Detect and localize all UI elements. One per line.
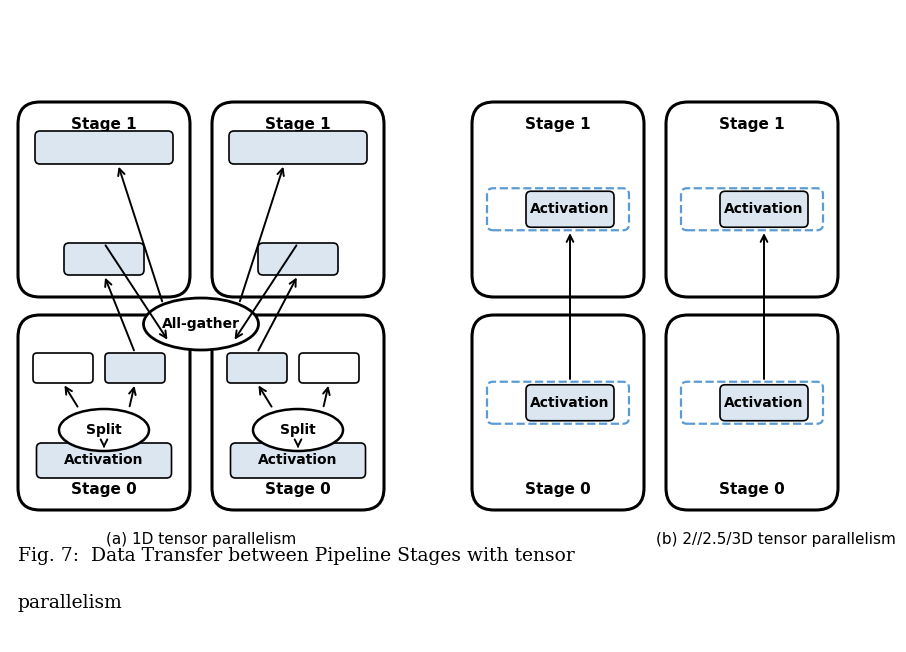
Text: Stage 1: Stage 1 <box>265 117 331 132</box>
Ellipse shape <box>253 409 343 451</box>
FancyBboxPatch shape <box>227 353 287 383</box>
FancyBboxPatch shape <box>212 315 384 510</box>
Text: Split: Split <box>86 423 122 437</box>
FancyBboxPatch shape <box>64 243 144 275</box>
Text: Stage 1: Stage 1 <box>719 117 785 132</box>
FancyBboxPatch shape <box>35 131 173 164</box>
Text: Split: Split <box>280 423 316 437</box>
FancyBboxPatch shape <box>666 102 838 297</box>
FancyBboxPatch shape <box>212 102 384 297</box>
Text: Stage 1: Stage 1 <box>72 117 137 132</box>
Text: Activation: Activation <box>724 396 804 409</box>
FancyBboxPatch shape <box>720 385 808 421</box>
FancyBboxPatch shape <box>105 353 165 383</box>
FancyBboxPatch shape <box>526 385 614 421</box>
Text: Stage 0: Stage 0 <box>719 482 785 497</box>
Text: Stage 1: Stage 1 <box>525 117 591 132</box>
Text: Activation: Activation <box>258 454 338 467</box>
FancyBboxPatch shape <box>299 353 359 383</box>
FancyBboxPatch shape <box>229 131 367 164</box>
FancyBboxPatch shape <box>666 315 838 510</box>
Text: (a) 1D tensor parallelism: (a) 1D tensor parallelism <box>106 532 296 547</box>
FancyBboxPatch shape <box>18 102 190 297</box>
FancyBboxPatch shape <box>472 315 644 510</box>
FancyBboxPatch shape <box>33 353 93 383</box>
FancyBboxPatch shape <box>487 188 629 230</box>
Text: Activation: Activation <box>724 202 804 216</box>
FancyBboxPatch shape <box>526 191 614 228</box>
Text: All-gather: All-gather <box>162 317 240 331</box>
Ellipse shape <box>143 298 258 350</box>
Text: Stage 0: Stage 0 <box>265 482 331 497</box>
FancyBboxPatch shape <box>230 443 365 478</box>
FancyBboxPatch shape <box>681 382 823 424</box>
Text: Activation: Activation <box>530 202 610 216</box>
FancyBboxPatch shape <box>720 191 808 228</box>
FancyBboxPatch shape <box>36 443 171 478</box>
Text: Stage 0: Stage 0 <box>525 482 591 497</box>
Text: Stage 0: Stage 0 <box>72 482 137 497</box>
Text: parallelism: parallelism <box>18 594 122 612</box>
FancyBboxPatch shape <box>487 382 629 424</box>
Ellipse shape <box>59 409 149 451</box>
FancyBboxPatch shape <box>258 243 338 275</box>
FancyBboxPatch shape <box>472 102 644 297</box>
Text: (b) 2//2.5/3D tensor parallelism: (b) 2//2.5/3D tensor parallelism <box>656 532 896 547</box>
Text: Activation: Activation <box>530 396 610 409</box>
Text: Activation: Activation <box>64 454 144 467</box>
FancyBboxPatch shape <box>18 315 190 510</box>
Text: Fig. 7:  Data Transfer between Pipeline Stages with tensor: Fig. 7: Data Transfer between Pipeline S… <box>18 547 574 565</box>
FancyBboxPatch shape <box>681 188 823 230</box>
